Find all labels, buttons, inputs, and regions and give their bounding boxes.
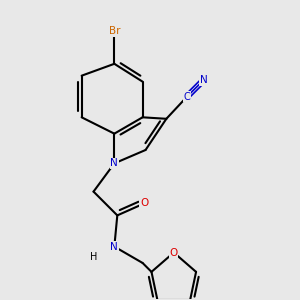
Text: N: N [200, 75, 207, 85]
Text: Br: Br [109, 26, 120, 36]
Text: O: O [170, 248, 178, 257]
Text: N: N [110, 158, 118, 168]
Text: N: N [110, 242, 118, 252]
Text: H: H [90, 252, 97, 262]
Text: C: C [184, 92, 190, 101]
Text: O: O [140, 199, 148, 208]
